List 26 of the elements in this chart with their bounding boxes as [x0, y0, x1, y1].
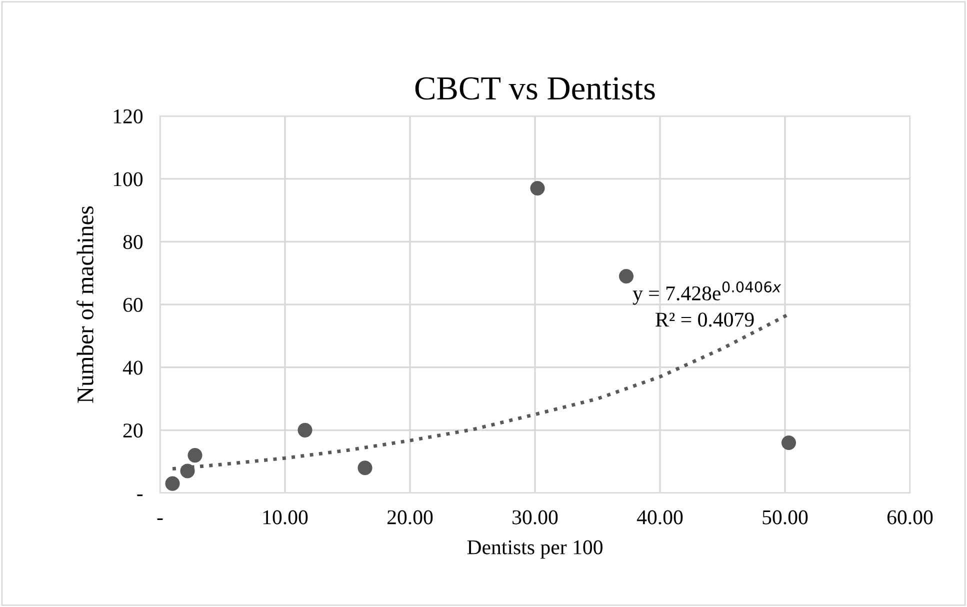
x-tick-label: 50.00	[762, 510, 808, 524]
x-tick-label: 40.00	[636, 510, 683, 524]
x-tick-label: 30.00	[512, 510, 558, 524]
x-axis-title: Dentists per 100	[467, 540, 602, 559]
x-tick-label: 10.00	[263, 510, 308, 524]
point	[188, 448, 202, 463]
point	[781, 435, 796, 450]
point	[618, 268, 634, 284]
point	[298, 422, 312, 438]
y-tick-label: 20	[123, 424, 143, 438]
y-tick-label: 40	[122, 360, 143, 375]
point	[358, 460, 372, 476]
point	[180, 464, 195, 478]
x-tick-label: 20.00	[387, 510, 433, 524]
point	[530, 180, 545, 196]
y-tick-label: 60	[123, 298, 143, 312]
annotation: y = 7.428e$^{0.0406x}$	[632, 281, 782, 305]
chart-title: CBCT vs Dentists	[415, 77, 655, 100]
y-tick-label: 80	[123, 235, 143, 250]
y-axis-title: Number of machines	[76, 206, 94, 403]
y-tick-label: 120	[114, 109, 143, 124]
annotation: R² = 0.4079	[656, 312, 754, 327]
point	[165, 476, 180, 491]
y-tick-label: 100	[114, 172, 143, 186]
x-tick-label: 60.00	[887, 510, 933, 524]
y-tick-label: -	[137, 494, 143, 496]
